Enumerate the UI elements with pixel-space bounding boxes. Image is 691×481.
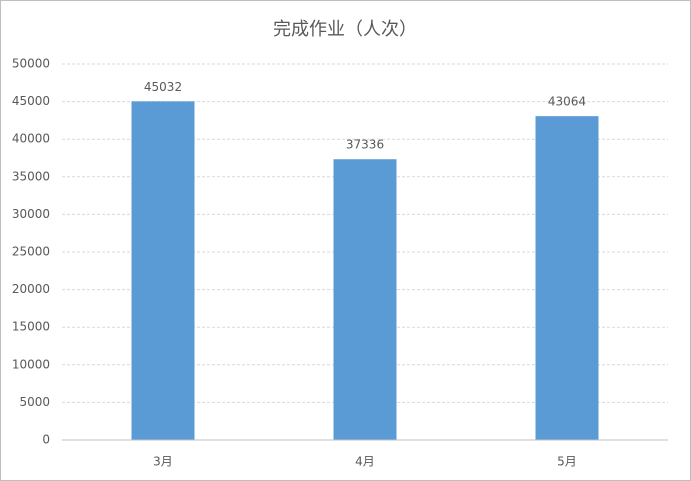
y-tick-label: 35000	[12, 169, 50, 183]
y-tick-label: 10000	[12, 357, 50, 371]
y-tick-label: 30000	[12, 207, 50, 221]
y-tick-label: 25000	[12, 245, 50, 259]
x-tick-label: 3月	[153, 455, 173, 469]
bar	[333, 159, 397, 440]
y-tick-label: 20000	[12, 282, 50, 296]
bar	[131, 101, 195, 440]
data-label: 45032	[144, 80, 182, 94]
y-tick-label: 45000	[12, 94, 50, 108]
data-label: 37336	[346, 138, 384, 152]
chart-title: 完成作业（人次）	[273, 19, 417, 40]
x-tick-label: 4月	[355, 455, 375, 469]
y-tick-label: 50000	[12, 57, 50, 71]
bar	[535, 116, 599, 440]
x-tick-label: 5月	[557, 455, 577, 469]
data-label: 43064	[548, 95, 586, 109]
y-tick-label: 0	[42, 433, 50, 447]
y-tick-label: 40000	[12, 132, 50, 146]
y-tick-label: 5000	[19, 395, 50, 409]
y-tick-label: 15000	[12, 320, 50, 334]
